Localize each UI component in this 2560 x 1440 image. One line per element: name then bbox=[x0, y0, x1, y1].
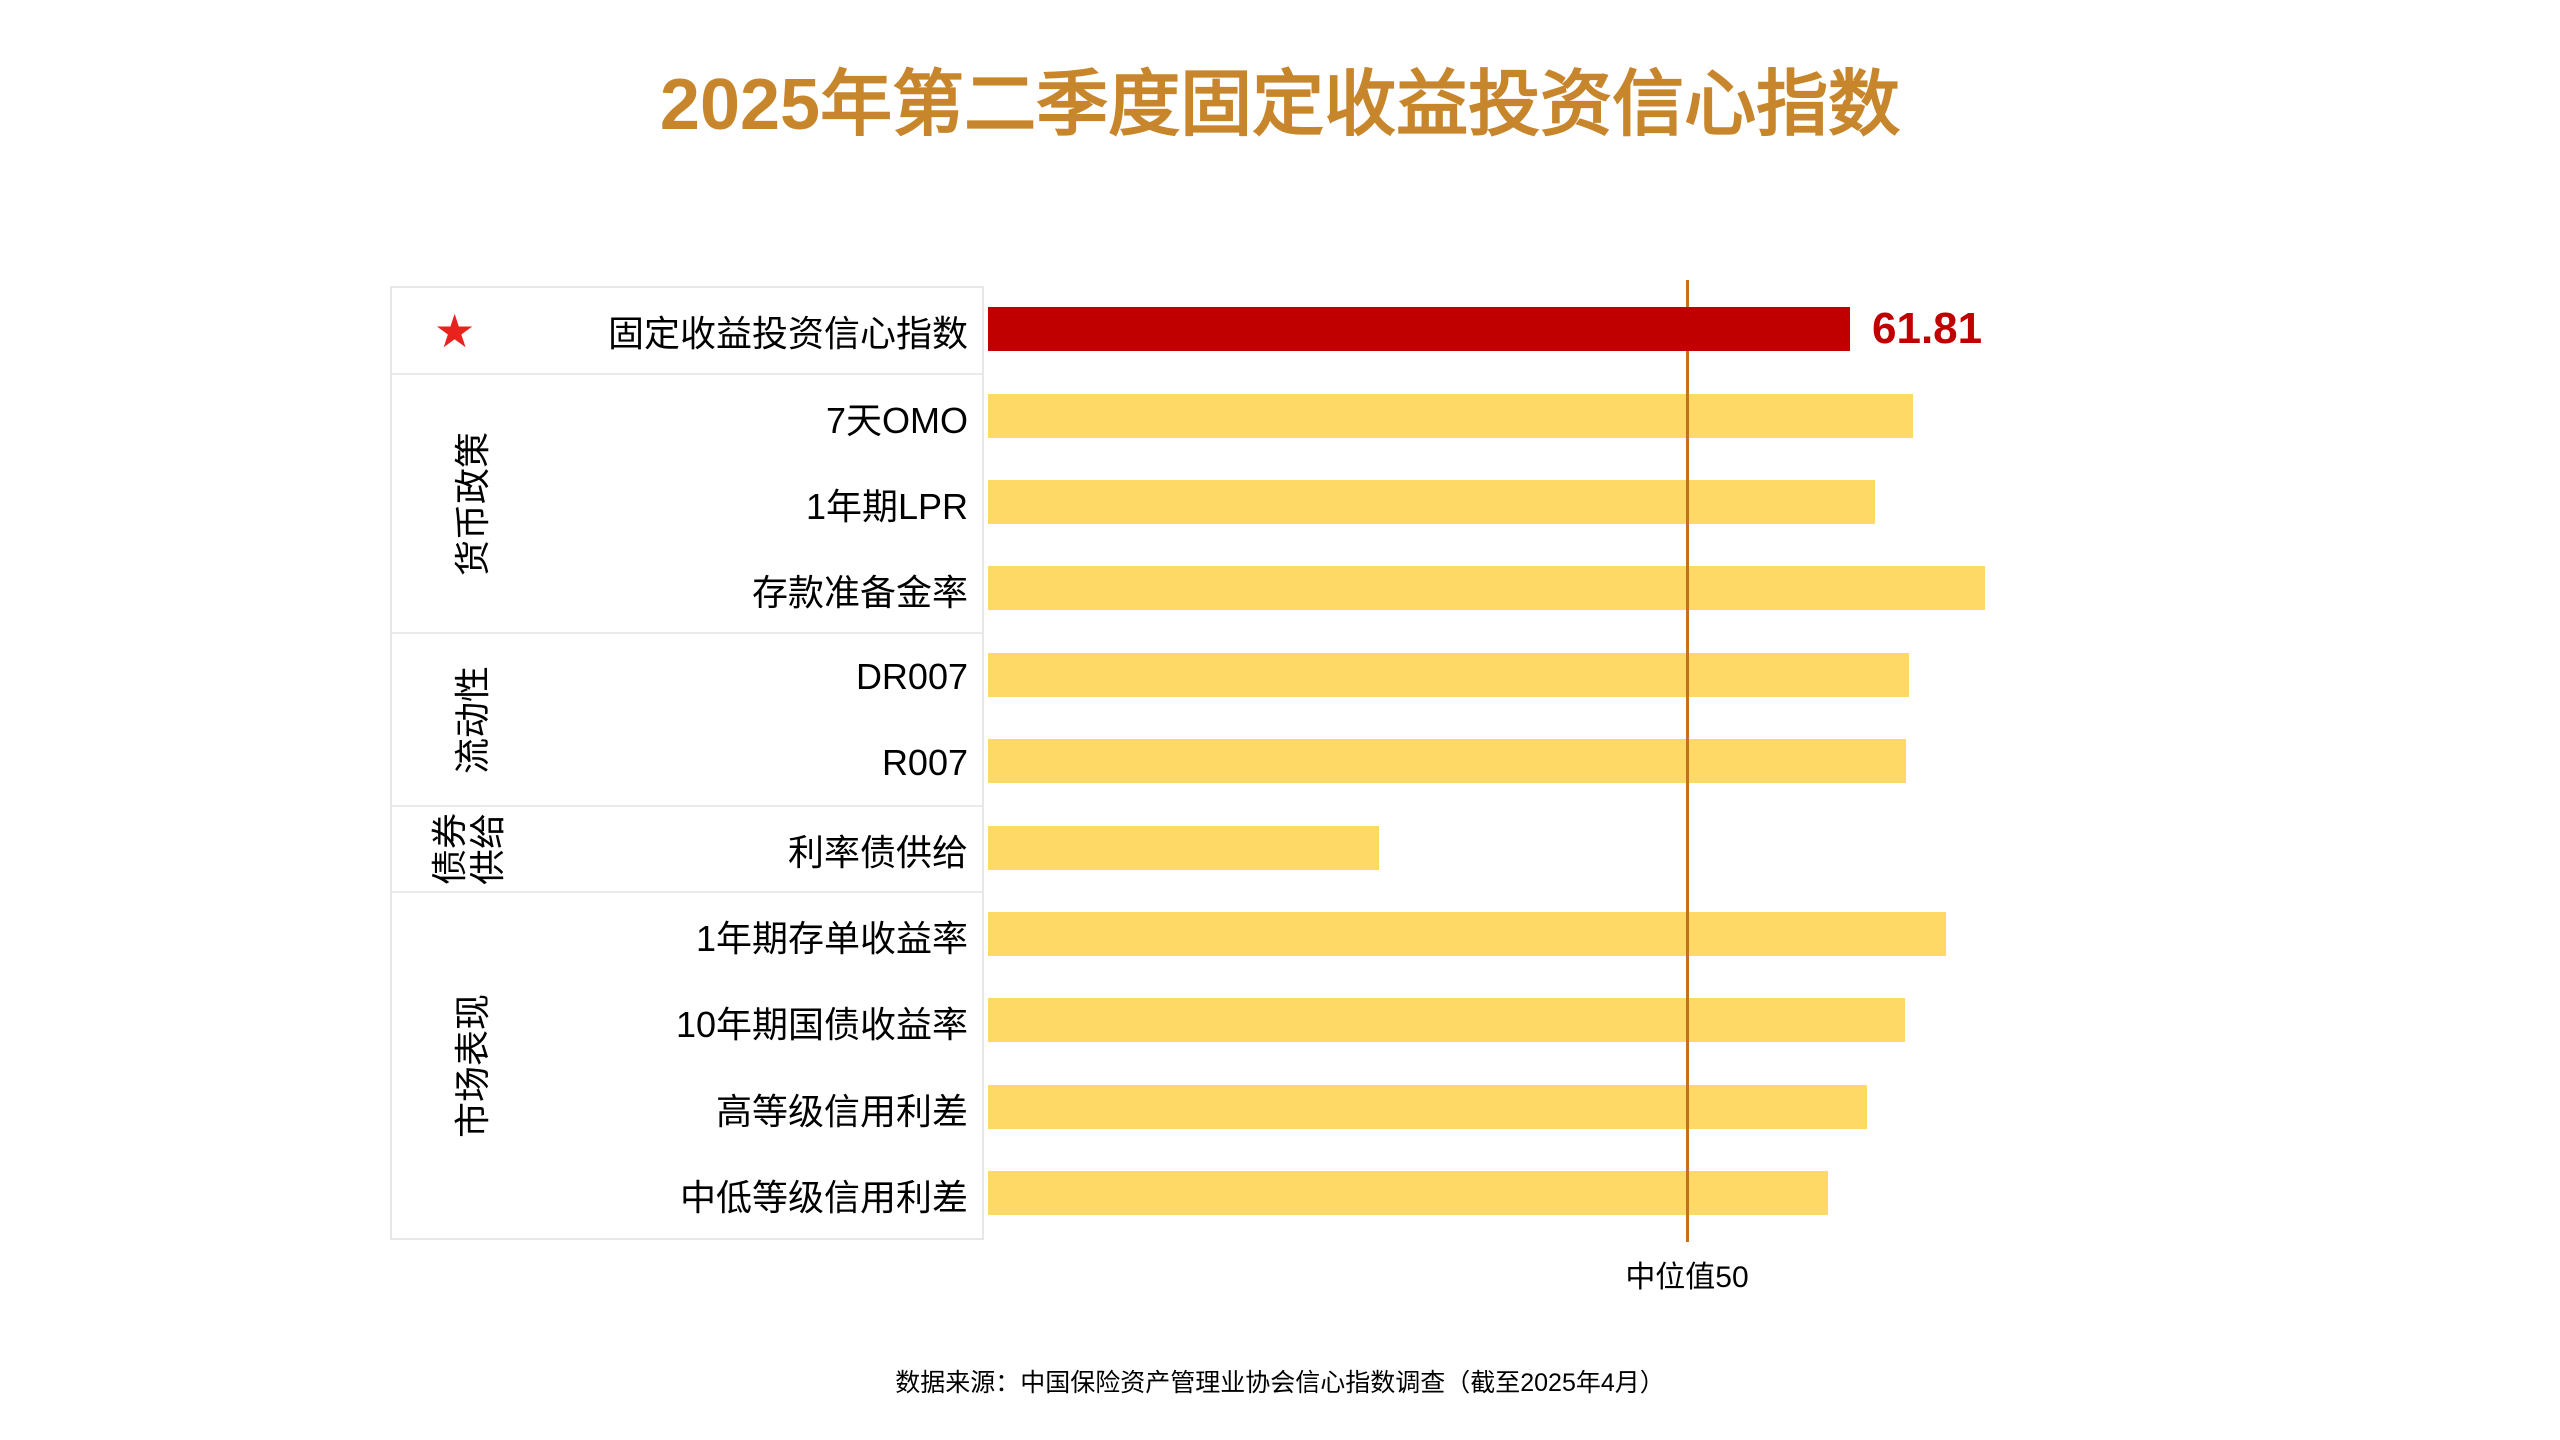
plot-area: 61.81 中位值50 bbox=[988, 280, 2560, 1294]
bar-7d-omo bbox=[988, 393, 1913, 438]
chart-title: 2025年第二季度固定收益投资信心指数 bbox=[659, 65, 1901, 145]
category-panel: 货币政策 流动性 债券供给 市场表现 ★ 固定收益投资信心指数 7天OMO 1年… bbox=[390, 286, 984, 1240]
bar-mid-low-grade-credit-spread bbox=[988, 1171, 1828, 1216]
row-label-reserve-requirement-ratio: 存款准备金率 bbox=[751, 572, 968, 614]
median-line bbox=[1686, 280, 1689, 1242]
row-label-rate-bond-supply: 利率债供给 bbox=[787, 831, 968, 873]
bar-dr007 bbox=[988, 652, 1909, 697]
category-labels: 固定收益投资信心指数 7天OMO 1年期LPR 存款准备金率 DR007 R00… bbox=[392, 288, 982, 1238]
highlight-value-label: 61.81 bbox=[1872, 304, 1983, 353]
row-label-10y-cgb-yield: 10年期国债收益率 bbox=[675, 1004, 968, 1046]
bar-rate-bond-supply bbox=[988, 825, 1379, 870]
row-label-1y-ncd-yield: 1年期存单收益率 bbox=[695, 917, 968, 959]
group-separator bbox=[392, 805, 982, 807]
bar-confidence-index bbox=[988, 307, 1850, 352]
row-label-1y-lpr: 1年期LPR bbox=[805, 485, 968, 527]
bar-1y-lpr bbox=[988, 480, 1875, 524]
group-separator bbox=[392, 373, 982, 375]
bar-reserve-requirement-ratio bbox=[988, 566, 1985, 611]
row-label-high-grade-credit-spread: 高等级信用利差 bbox=[715, 1090, 968, 1132]
row-label-confidence-index: 固定收益投资信心指数 bbox=[607, 313, 968, 355]
bar-high-grade-credit-spread bbox=[988, 1084, 1867, 1129]
row-label-dr007: DR007 bbox=[855, 655, 968, 697]
row-label-mid-low-grade-credit-spread: 中低等级信用利差 bbox=[679, 1177, 968, 1219]
bar-1y-ncd-yield bbox=[988, 912, 1946, 956]
confidence-index-chart: 货币政策 流动性 债券供给 市场表现 ★ 固定收益投资信心指数 7天OMO 1年… bbox=[390, 280, 2560, 1386]
row-label-r007: R007 bbox=[881, 742, 968, 784]
group-separator bbox=[392, 891, 982, 893]
median-label: 中位值50 bbox=[1625, 1261, 1749, 1294]
row-label-7d-omo: 7天OMO bbox=[825, 399, 968, 441]
star-icon: ★ bbox=[434, 305, 476, 357]
data-source: 数据来源：中国保险资产管理业协会信心指数调查（截至2025年4月） bbox=[895, 1369, 1665, 1397]
bar-r007 bbox=[988, 739, 1906, 784]
group-separator bbox=[392, 632, 982, 634]
bar-10y-cgb-yield bbox=[988, 998, 1905, 1043]
